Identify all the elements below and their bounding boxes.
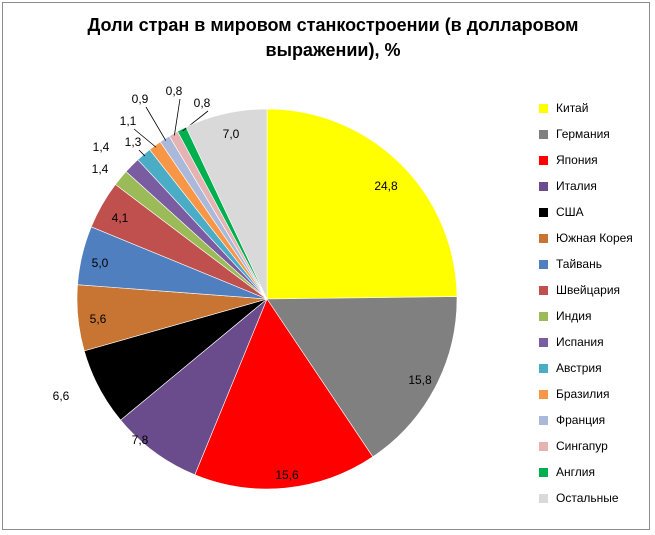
- data-label: 1,1: [120, 114, 137, 128]
- data-label: 5,0: [92, 256, 109, 270]
- legend-label: Остальные: [556, 491, 619, 505]
- legend-item: Тайвань: [539, 251, 649, 277]
- legend-label: Япония: [556, 153, 598, 167]
- legend-swatch: [539, 207, 548, 217]
- legend-swatch: [539, 129, 548, 139]
- pie-slice: [185, 108, 268, 300]
- data-label: 6,6: [53, 389, 70, 403]
- legend-swatch: [539, 233, 548, 243]
- legend-swatch: [539, 467, 548, 477]
- legend-item: Швейцария: [539, 277, 649, 303]
- legend-item: Япония: [539, 147, 649, 173]
- legend-swatch: [539, 493, 548, 503]
- legend-label: Индия: [556, 309, 592, 323]
- legend: Китай Германия Япония Италия США Южная Корея Т…: [539, 95, 649, 511]
- legend-swatch: [539, 389, 548, 399]
- legend-item: Австрия: [539, 355, 649, 381]
- legend-swatch: [539, 363, 548, 373]
- legend-item: США: [539, 199, 649, 225]
- legend-swatch: [539, 181, 548, 191]
- label-leader-line: [173, 98, 181, 136]
- legend-item: Германия: [539, 121, 649, 147]
- data-label: 7,0: [223, 127, 240, 141]
- legend-item: Индия: [539, 303, 649, 329]
- legend-swatch: [539, 285, 548, 295]
- legend-item: Бразилия: [539, 381, 649, 407]
- legend-item: Южная Корея: [539, 225, 649, 251]
- legend-label: Англия: [556, 465, 595, 479]
- data-label: 5,6: [90, 312, 107, 326]
- legend-swatch: [539, 311, 548, 321]
- data-label: 0,9: [132, 92, 149, 106]
- legend-item: Остальные: [539, 485, 649, 511]
- data-label: 24,8: [374, 179, 398, 193]
- data-label: 4,1: [112, 211, 129, 225]
- legend-swatch: [539, 259, 548, 269]
- label-leader-line: [133, 128, 157, 148]
- chart-title-line-1: Доли стран в мировом станкостроении (в д…: [87, 15, 579, 35]
- legend-label: Франция: [556, 413, 606, 427]
- legend-label: Тайвань: [556, 257, 602, 271]
- legend-swatch: [539, 415, 548, 425]
- data-label: 1,4: [92, 162, 109, 176]
- pie-slice: [120, 298, 268, 476]
- pie-chart: 24,8 15,8 15,6 7,8 6,6 5,6 5,0 4,1 1,4 1,4 1,3 1,1 0…: [53, 84, 458, 490]
- legend-swatch: [539, 155, 548, 165]
- legend-item: Франция: [539, 407, 649, 433]
- legend-item: Италия: [539, 173, 649, 199]
- legend-item: Англия: [539, 459, 649, 485]
- chart-title-line-2: выражении), %: [265, 40, 401, 60]
- data-label: 0,8: [166, 84, 183, 98]
- pie-slice: [194, 298, 374, 490]
- data-label: 15,8: [408, 373, 432, 387]
- chart-title: Доли стран в мировом станкостроении (в д…: [43, 13, 623, 63]
- pie-slice: [266, 108, 458, 300]
- legend-label: Германия: [556, 127, 610, 141]
- legend-label: Австрия: [556, 361, 602, 375]
- legend-label: Италия: [556, 179, 597, 193]
- legend-label: Китай: [556, 101, 589, 115]
- label-leader-line: [145, 106, 167, 141]
- legend-label: Швейцария: [556, 283, 621, 297]
- data-label: 7,8: [132, 433, 149, 447]
- data-label: 1,4: [93, 140, 110, 154]
- legend-item: Испания: [539, 329, 649, 355]
- chart-area: Доли стран в мировом станкостроении (в д…: [2, 2, 650, 530]
- legend-swatch: [539, 103, 548, 113]
- label-leader-line: [138, 149, 146, 157]
- legend-label: Сингапур: [556, 439, 608, 453]
- legend-item: Сингапур: [539, 433, 649, 459]
- legend-swatch: [539, 441, 548, 451]
- legend-label: Бразилия: [556, 387, 610, 401]
- legend-label: Южная Корея: [556, 231, 633, 245]
- legend-item: Китай: [539, 95, 649, 121]
- data-label: 0,8: [194, 96, 211, 110]
- data-label: 1,3: [125, 135, 142, 149]
- legend-swatch: [539, 337, 548, 347]
- legend-label: США: [556, 205, 584, 219]
- legend-label: Испания: [556, 335, 604, 349]
- data-label: 15,6: [275, 468, 299, 482]
- pie-slice: [266, 296, 458, 458]
